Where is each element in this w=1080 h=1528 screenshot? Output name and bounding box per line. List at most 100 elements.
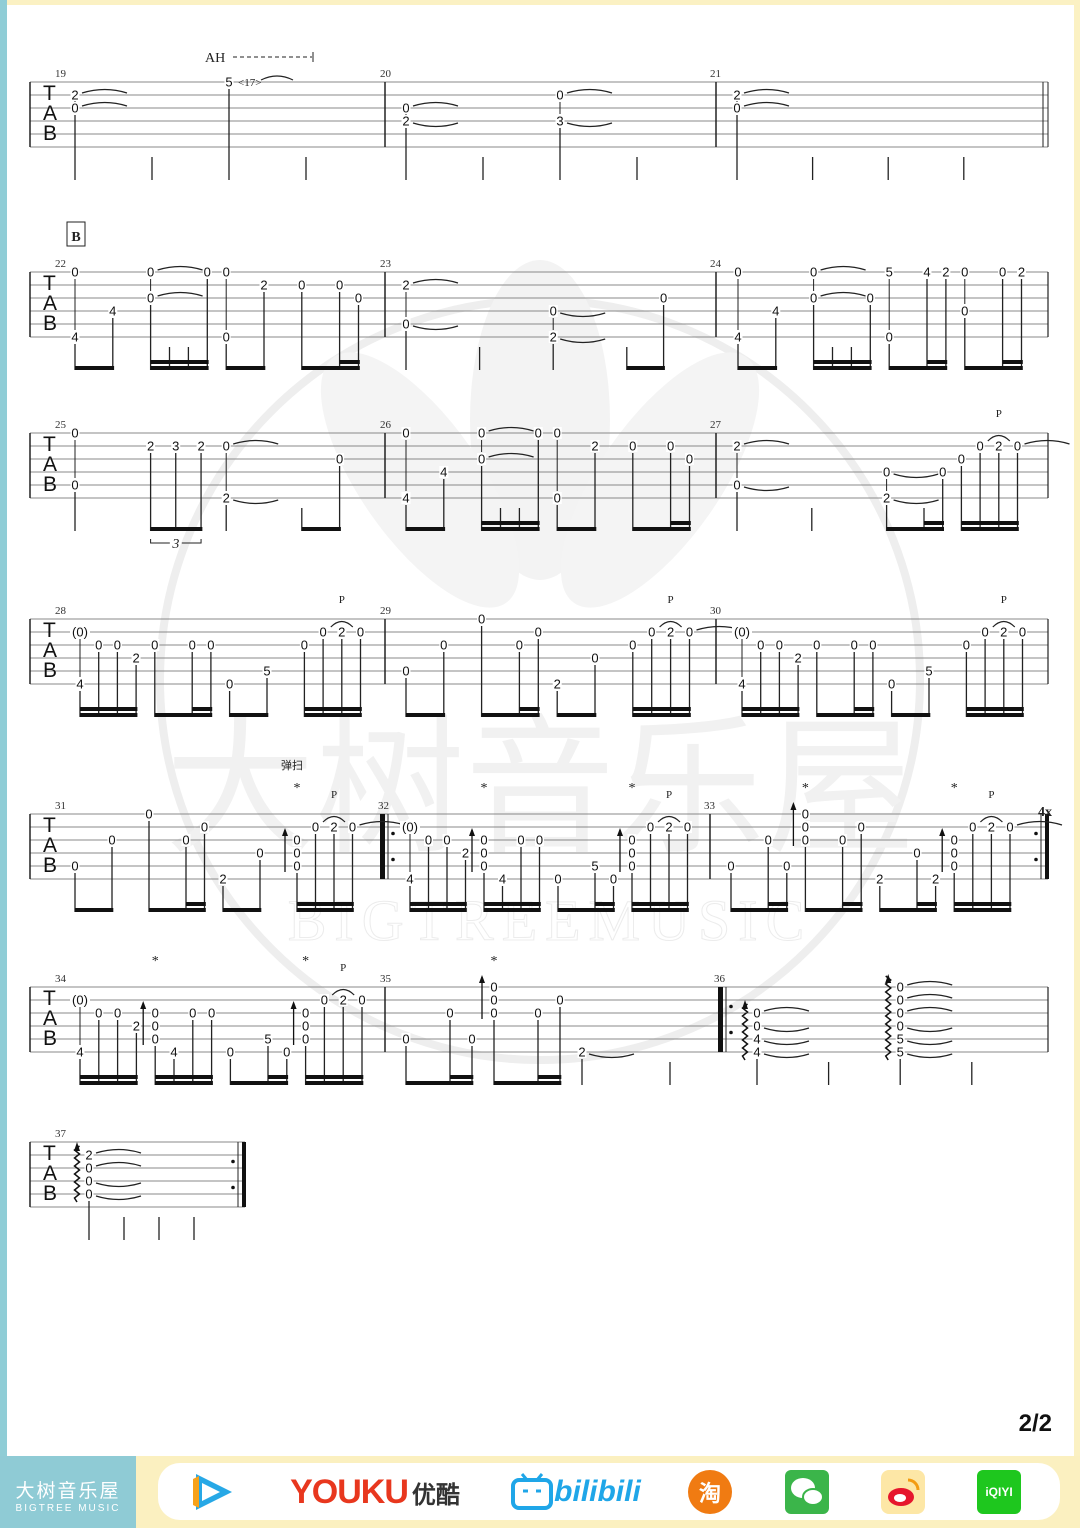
fret-background xyxy=(986,821,996,833)
secondary-beam xyxy=(521,902,541,906)
iqiyi-icon[interactable]: iQIYI xyxy=(976,1470,1022,1514)
strum-star-mark: * xyxy=(802,781,809,796)
fret-number: 2 xyxy=(794,651,801,666)
fret-background xyxy=(732,89,742,101)
fret-number: 2 xyxy=(733,88,740,103)
strum-arrowhead xyxy=(479,975,485,983)
fret-number: 0 xyxy=(302,1006,309,1021)
secondary-beam xyxy=(192,1075,213,1079)
fret-number: 0 xyxy=(480,833,487,848)
fret-number: 2 xyxy=(591,439,598,454)
fret-background xyxy=(424,834,433,846)
tab-clef-letter: B xyxy=(43,1027,57,1050)
fret-background xyxy=(301,1007,311,1019)
secondary-beam xyxy=(117,707,138,711)
fret-number: 0 xyxy=(629,439,636,454)
fret-background xyxy=(555,115,565,127)
fret-background xyxy=(318,626,328,638)
fret-number: 5 xyxy=(925,664,932,679)
fret-background xyxy=(809,292,819,304)
fret-background xyxy=(980,626,990,638)
fret-number: 2 xyxy=(402,114,409,129)
fret-background xyxy=(733,331,743,343)
slur-arc xyxy=(331,988,355,996)
fret-number: 5 xyxy=(897,1045,904,1060)
tie-arc xyxy=(412,101,459,107)
tab-clef-letter: B xyxy=(43,854,57,877)
fret-number: 4 xyxy=(499,872,506,887)
fret-number: 0 xyxy=(490,1006,497,1021)
fret-number: 0 xyxy=(963,638,970,653)
wechat-icon[interactable] xyxy=(784,1470,830,1514)
fret-number: 0 xyxy=(628,833,635,848)
strum-star-mark: * xyxy=(302,954,309,969)
secondary-beam xyxy=(651,707,672,711)
fret-number: 0 xyxy=(951,859,958,874)
measure-number: 20 xyxy=(380,68,392,80)
repeat-dot xyxy=(231,1159,235,1164)
fret-number: 0 xyxy=(223,265,230,280)
fret-background xyxy=(84,1162,94,1174)
fret-number: 0 xyxy=(969,820,976,835)
fret-background xyxy=(577,1046,587,1058)
fret-background xyxy=(94,639,104,651)
fret-background xyxy=(756,639,766,651)
fret-background xyxy=(666,626,676,638)
fret-background xyxy=(726,860,736,872)
tab-clef-letter: T xyxy=(43,814,56,837)
fret-background xyxy=(553,873,563,885)
fret-background xyxy=(225,1046,235,1058)
tencent-video-icon[interactable] xyxy=(188,1471,238,1513)
fret-number: 2 xyxy=(85,1148,92,1163)
repeat-dot xyxy=(1034,831,1038,836)
fret-number: 0 xyxy=(114,638,121,653)
fret-background xyxy=(282,1046,292,1058)
bilibili-logo[interactable]: bilibili xyxy=(508,1471,643,1513)
beam xyxy=(80,713,138,717)
tie-arc xyxy=(157,291,203,297)
fret-background xyxy=(771,305,781,317)
tie-arc xyxy=(95,1148,142,1154)
measure-number: 24 xyxy=(710,258,722,270)
fret-number: 0 xyxy=(357,625,364,640)
fret-background xyxy=(70,89,80,101)
beam xyxy=(305,1081,364,1085)
tie-arc xyxy=(588,1053,635,1059)
weibo-icon[interactable] xyxy=(880,1470,926,1514)
fret-number: 0 xyxy=(883,465,890,480)
fret-background xyxy=(884,266,894,278)
fret-background xyxy=(800,808,810,820)
youku-logo[interactable]: YOUKU 优酷 xyxy=(280,1471,470,1513)
fret-background xyxy=(931,873,941,885)
fret-background xyxy=(975,440,985,452)
fret-background xyxy=(949,860,959,872)
taobao-icon[interactable]: 淘 xyxy=(686,1470,734,1514)
artificial-harmonic-label: AH xyxy=(205,51,225,66)
beam xyxy=(954,908,1012,912)
fret-number: 0 xyxy=(152,1006,159,1021)
secondary-beam xyxy=(117,1075,138,1079)
fret-number: 2 xyxy=(71,88,78,103)
fret-background xyxy=(590,860,600,872)
beam xyxy=(406,1081,474,1085)
fret-background xyxy=(299,639,309,651)
beam xyxy=(966,713,1024,717)
fret-background xyxy=(70,266,80,278)
measure-number: 25 xyxy=(55,419,67,431)
tab-clef-letter: A xyxy=(43,453,57,476)
fret-background xyxy=(445,1007,455,1019)
repeat-start-thick-bar xyxy=(718,987,723,1052)
fret-number: 0 xyxy=(71,426,78,441)
fret-number: 0 xyxy=(478,452,485,467)
fret-background xyxy=(875,873,885,885)
tie-arc xyxy=(820,265,866,271)
fret-background xyxy=(405,873,415,885)
tab-clef-letter: T xyxy=(43,987,56,1010)
fret-background xyxy=(301,1020,311,1032)
fret-number: 5 xyxy=(591,859,598,874)
fret-number: 0 xyxy=(628,859,635,874)
fret-background xyxy=(401,665,411,677)
fret-number: 0 xyxy=(686,452,693,467)
secondary-beam xyxy=(961,521,982,525)
fret-background xyxy=(401,1033,411,1045)
